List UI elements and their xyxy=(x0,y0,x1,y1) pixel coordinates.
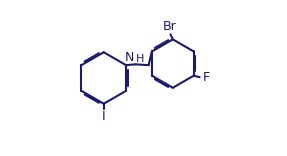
Text: Br: Br xyxy=(163,20,177,33)
Text: F: F xyxy=(203,71,210,84)
Text: H: H xyxy=(136,54,145,64)
Text: N: N xyxy=(125,51,135,64)
Text: I: I xyxy=(102,110,106,123)
